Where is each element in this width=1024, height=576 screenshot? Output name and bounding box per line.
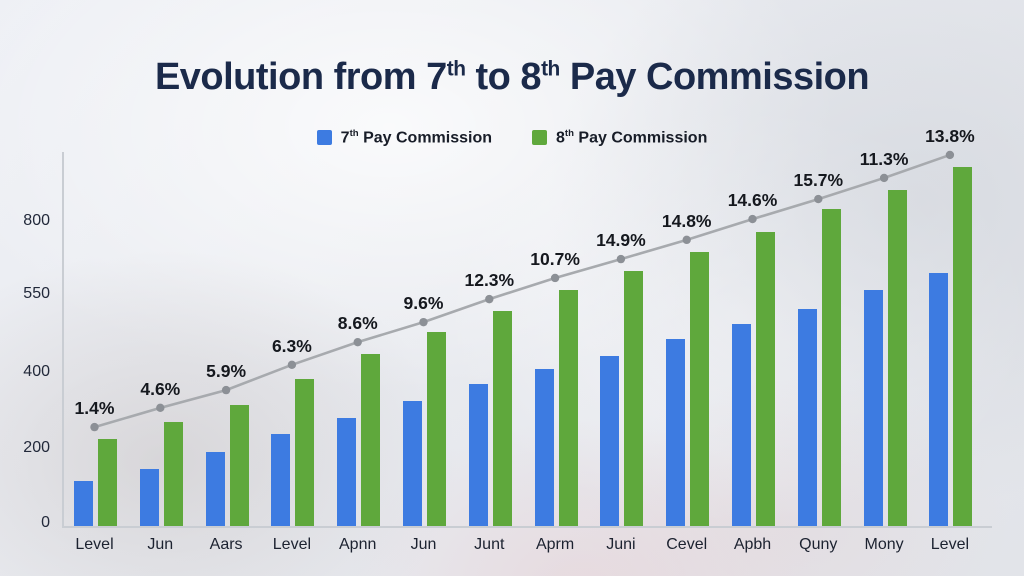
trend-dot	[353, 337, 362, 347]
y-tick-label: 550	[23, 284, 50, 302]
trend-dot	[945, 150, 955, 160]
trend-percent-label: 5.9%	[206, 361, 246, 381]
x-axis-label: Junt	[474, 536, 505, 553]
x-axis-label: Mony	[864, 536, 904, 553]
x-axis-label: Aprm	[535, 536, 575, 553]
bar-8th-pay	[756, 231, 775, 526]
y-tick-label: 0	[41, 514, 50, 531]
chart-legend: 7th Pay Commission 8th Pay Commission	[0, 128, 1024, 147]
trend-dot	[682, 235, 691, 245]
x-axis-baseline	[62, 526, 992, 528]
trend-percent-label: 14.8%	[662, 211, 712, 231]
bar-8th-pay	[163, 422, 183, 526]
legend-swatch-green	[532, 130, 547, 146]
x-axis-label: Jun	[147, 536, 174, 553]
y-axis-line	[62, 152, 64, 526]
bar-7th-pay	[74, 480, 93, 526]
x-axis-label: Level	[930, 536, 970, 553]
trend-dot	[550, 273, 560, 283]
trend-percent-label: 11.3%	[860, 149, 909, 169]
trend-dot	[879, 173, 889, 183]
trend-percent-label: 12.3%	[464, 270, 514, 290]
trend-percent-label: 13.8%	[925, 126, 975, 146]
bar-8th-pay	[558, 290, 578, 526]
trend-percent-label: 14.6%	[728, 190, 778, 210]
trend-dot	[156, 403, 165, 413]
bar-7th-pay	[139, 469, 159, 526]
trend-percent-label: 14.9%	[596, 230, 646, 250]
trend-dot	[287, 360, 297, 370]
x-axis-label: Apbh	[733, 536, 772, 553]
legend-item-8th: 8th Pay Commission	[532, 128, 707, 147]
chart-title: Evolution from 7th to 8th Pay Commission	[154, 56, 870, 98]
y-tick-label: 400	[23, 363, 50, 380]
bar-7th-pay	[929, 273, 949, 526]
trend-line-path	[94, 153, 951, 429]
bar-8th-pay	[427, 331, 446, 526]
bar-8th-pay	[690, 252, 710, 526]
x-axis-label: Level	[272, 536, 312, 553]
legend-swatch-blue	[316, 130, 332, 146]
bar-8th-pay	[295, 378, 315, 526]
bar-7th-pay	[666, 339, 686, 526]
bar-7th-pay	[337, 418, 357, 526]
trend-dot	[814, 194, 823, 204]
trend-percent-label: 8.6%	[338, 313, 378, 333]
trend-dot	[221, 385, 231, 395]
bar-7th-pay	[271, 433, 291, 526]
x-axis-label: Apnn	[339, 536, 377, 553]
bar-8th-pay	[624, 271, 644, 526]
x-axis-label: Jun	[410, 536, 437, 553]
bar-7th-pay	[600, 356, 620, 526]
bar-8th-pay	[492, 310, 512, 526]
legend-label-7th: 7th Pay Commission	[340, 128, 492, 147]
x-axis-label: Level	[75, 536, 114, 553]
y-tick-label: 800	[23, 212, 50, 229]
bar-7th-pay	[468, 384, 488, 526]
trend-percent-label: 10.7%	[530, 249, 580, 269]
bar-7th-pay	[205, 452, 225, 526]
bar-8th-pay	[887, 190, 907, 526]
legend-item-7th: 7th Pay Commission	[316, 128, 492, 147]
trend-dot	[485, 294, 494, 304]
trend-percent-label: 1.4%	[75, 398, 115, 418]
trend-percent-label: 6.3%	[272, 336, 312, 356]
x-axis-label: Cevel	[666, 536, 708, 553]
bar-7th-pay	[534, 369, 554, 526]
trend-dot	[748, 214, 757, 224]
bar-8th-pay	[98, 439, 117, 526]
x-axis-label: Juni	[606, 536, 636, 553]
bar-8th-pay	[361, 354, 381, 526]
trend-dot	[90, 422, 99, 432]
trend-dot	[616, 254, 626, 264]
bar-8th-pay	[953, 167, 973, 526]
bar-8th-pay	[229, 405, 249, 526]
trend-percent-label: 15.7%	[793, 170, 843, 190]
bar-7th-pay	[797, 308, 817, 526]
trend-percent-label: 9.6%	[404, 293, 444, 313]
x-axis-label: Aars	[209, 536, 243, 553]
trend-dot	[419, 317, 428, 327]
bar-7th-pay	[863, 290, 883, 526]
bar-7th-pay	[403, 401, 422, 526]
legend-label-8th: 8th Pay Commission	[556, 128, 708, 147]
x-axis-label: Quny	[799, 536, 838, 553]
trend-percent-label: 4.6%	[140, 379, 180, 399]
bar-7th-pay	[732, 324, 751, 526]
bar-8th-pay	[821, 208, 841, 526]
y-tick-label: 200	[23, 438, 50, 456]
